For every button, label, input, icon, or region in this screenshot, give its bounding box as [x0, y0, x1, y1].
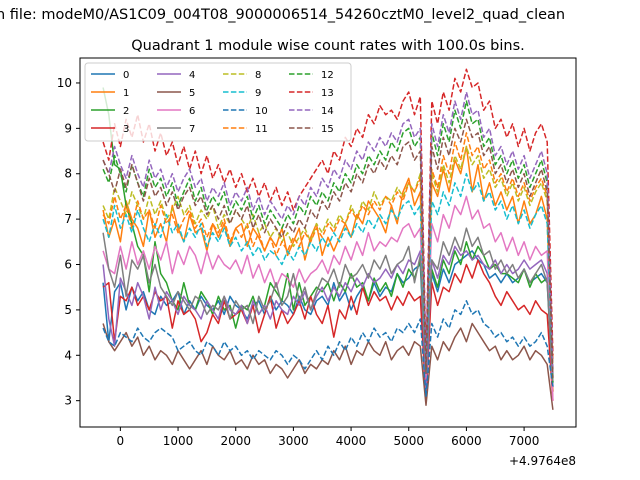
legend-label-1: 1: [123, 88, 129, 99]
y-tick-label: 10: [57, 76, 72, 90]
series-line-12: [102, 100, 554, 383]
y-tick-label: 9: [64, 121, 72, 135]
series-line-15: [102, 118, 554, 379]
plot-frame: [79, 57, 577, 428]
figure-suptitle: n file: modeM0/AS1C09_004T08_9000006514_…: [0, 7, 565, 23]
series-line-14: [102, 91, 554, 374]
series-line-7: [102, 227, 554, 383]
legend-frame: [84, 62, 352, 142]
y-tick-label: 7: [64, 212, 72, 226]
x-tick-label: 4000: [336, 434, 367, 448]
series-line-11: [102, 132, 554, 361]
y-tick-label: 6: [64, 258, 72, 272]
x-offset-label: +4.9764e8: [509, 454, 576, 468]
legend-label-12: 12: [321, 70, 334, 81]
x-tick-label: 7000: [509, 434, 540, 448]
legend-label-6: 6: [189, 106, 195, 117]
legend-label-3: 3: [123, 124, 129, 135]
series-line-10: [102, 300, 554, 397]
y-tick-label: 4: [64, 348, 72, 362]
series-line-13: [102, 68, 554, 361]
legend-label-14: 14: [321, 106, 334, 117]
legend-label-15: 15: [321, 124, 334, 135]
series-line-1: [102, 145, 554, 392]
legend-label-5: 5: [189, 88, 195, 99]
y-tick-label: 5: [64, 303, 72, 317]
y-tick-label: 3: [64, 394, 72, 408]
series-line-6: [102, 195, 554, 401]
x-tick-label: 1000: [163, 434, 194, 448]
legend-label-8: 8: [255, 70, 261, 81]
series-line-8: [102, 145, 554, 369]
legend-label-4: 4: [189, 70, 195, 81]
x-tick-label: 0: [117, 434, 125, 448]
y-axis: 3 4 5 6 7 8 9 10: [57, 76, 80, 408]
legend-label-9: 9: [255, 88, 261, 99]
legend-label-7: 7: [189, 124, 195, 135]
x-tick-label: 5000: [393, 434, 424, 448]
series-line-3: [102, 259, 554, 402]
y-tick-label: 8: [64, 167, 72, 181]
series-layer: [102, 68, 554, 410]
series-line-9: [102, 172, 554, 379]
legend-label-0: 0: [123, 70, 129, 81]
legend-label-13: 13: [321, 88, 334, 99]
series-line-4: [102, 245, 554, 393]
legend-label-2: 2: [123, 106, 129, 117]
legend-label-11: 11: [255, 124, 268, 135]
legend-label-10: 10: [255, 106, 268, 117]
chart-title: Quadrant 1 module wise count rates with …: [131, 38, 525, 54]
x-tick-label: 6000: [451, 434, 482, 448]
x-tick-label: 3000: [278, 434, 309, 448]
x-axis: 0 1000 2000 3000 4000 5000 6000 7000: [117, 427, 540, 448]
x-tick-label: 2000: [220, 434, 251, 448]
